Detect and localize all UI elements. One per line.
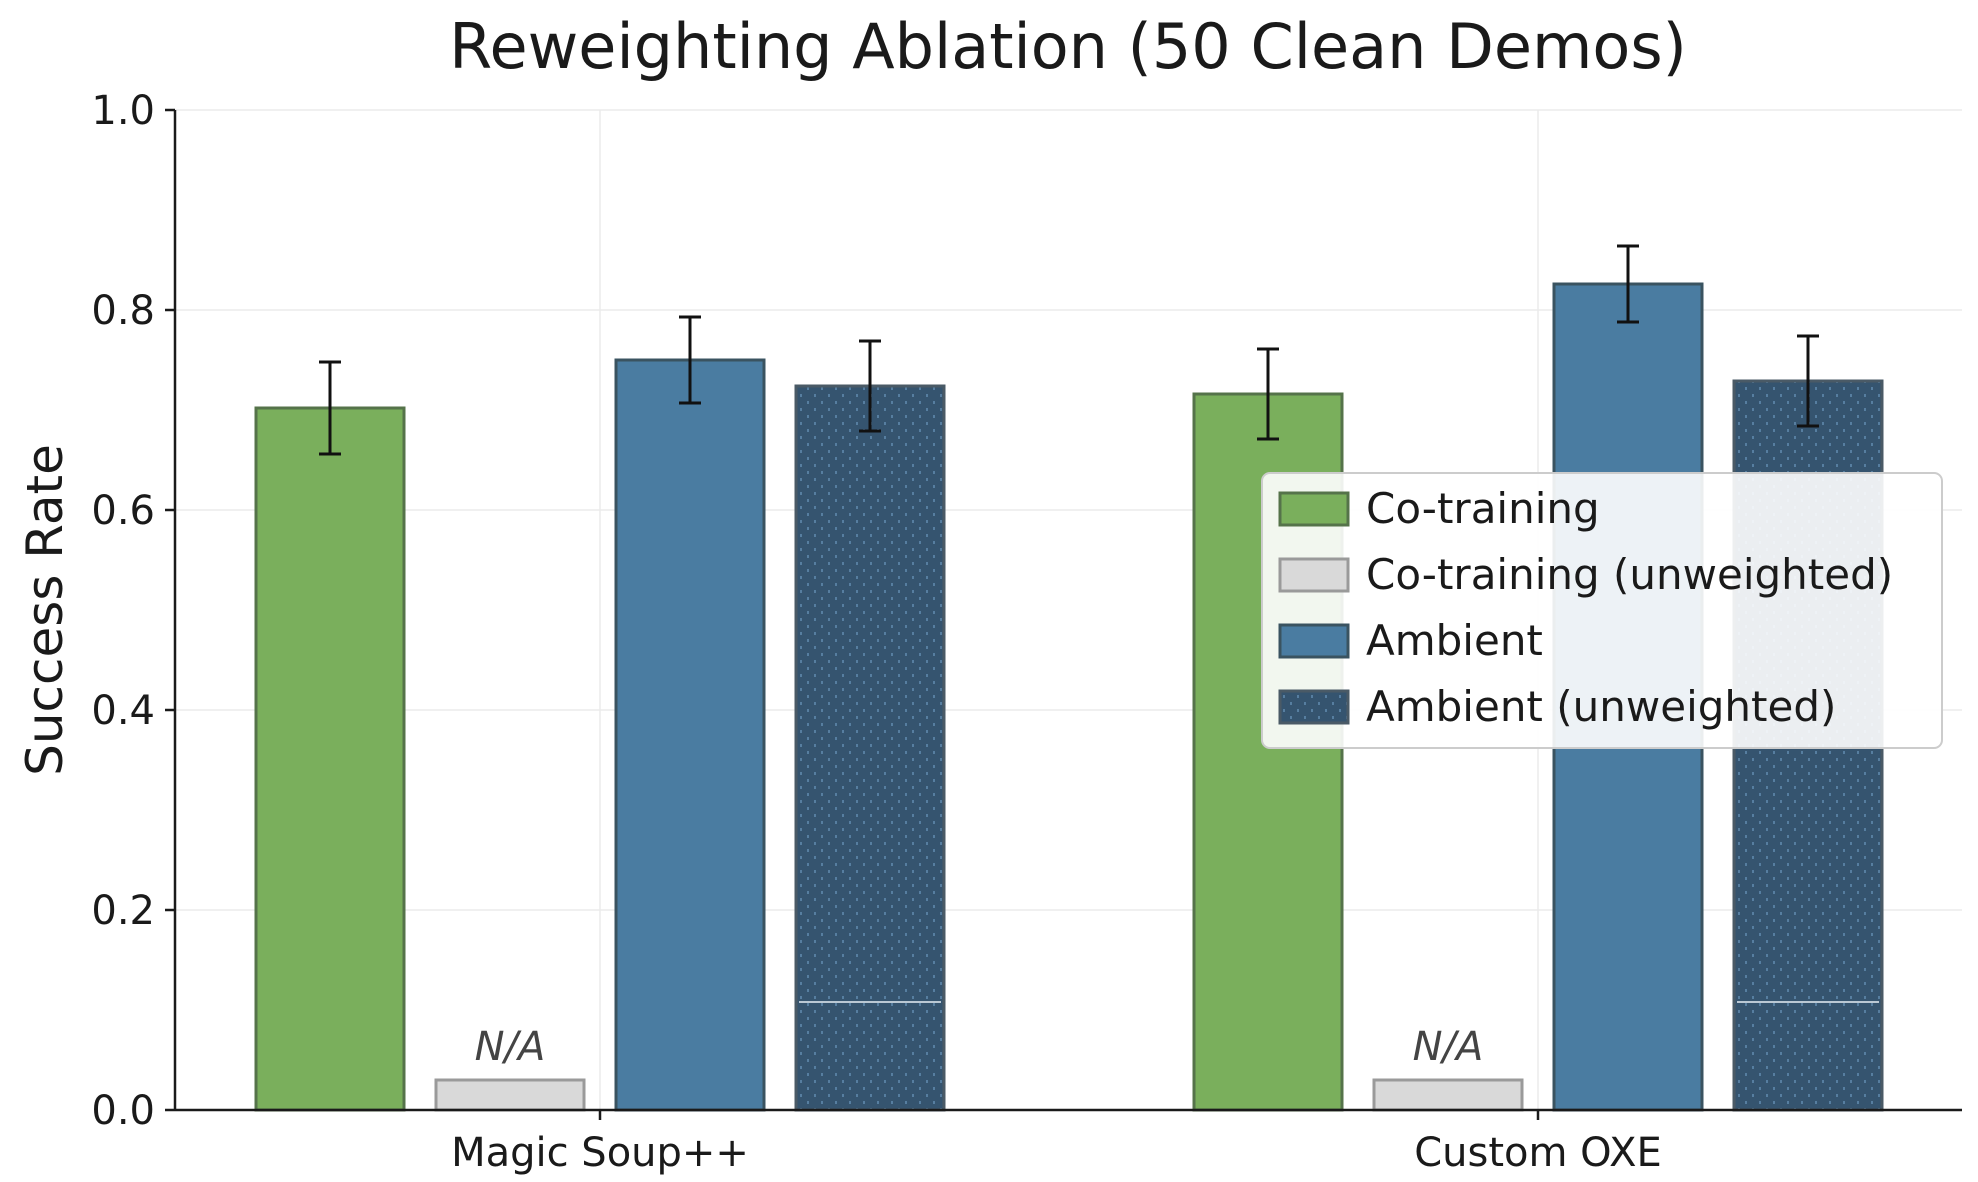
legend-swatch xyxy=(1278,623,1350,659)
legend-swatch xyxy=(1278,491,1350,527)
na-label: N/A xyxy=(475,1024,546,1070)
legend-swatch xyxy=(1278,689,1350,725)
x-tick-label: Custom OXE xyxy=(1414,1130,1662,1176)
bar xyxy=(254,406,406,1112)
y-axis-label: Success Rate xyxy=(16,444,74,776)
legend: Co-training Co-training (unweighted) Ambie… xyxy=(1261,472,1943,749)
y-tick-label: 1.0 xyxy=(91,88,155,134)
legend-box xyxy=(1261,472,1943,749)
legend-label: Ambient xyxy=(1366,616,1543,665)
y-tick-label: 0.2 xyxy=(91,888,155,934)
grid xyxy=(175,109,1962,1111)
legend-swatch xyxy=(1278,557,1350,593)
bar xyxy=(794,384,946,1112)
y-tick-label: 0.4 xyxy=(91,688,155,734)
y-tick-label: 0.8 xyxy=(91,288,155,334)
legend-label: Co-training (unweighted) xyxy=(1366,550,1893,599)
bar-na xyxy=(434,1078,586,1112)
na-label: N/A xyxy=(1413,1024,1484,1070)
y-tick-label: 0.0 xyxy=(91,1088,155,1134)
chart-title: Reweighting Ablation (50 Clean Demos) xyxy=(449,10,1687,83)
bar xyxy=(614,358,766,1112)
legend-label: Co-training xyxy=(1366,484,1600,533)
bar-na xyxy=(1372,1078,1524,1112)
y-tick-label: 0.6 xyxy=(91,488,155,534)
axes: 0.0 0.2 0.4 0.6 0.8 1.0 Magic Soup++ Custom OXE xyxy=(91,88,1962,1176)
x-tick-label: Magic Soup++ xyxy=(451,1130,749,1176)
legend-label: Ambient (unweighted) xyxy=(1366,682,1836,731)
